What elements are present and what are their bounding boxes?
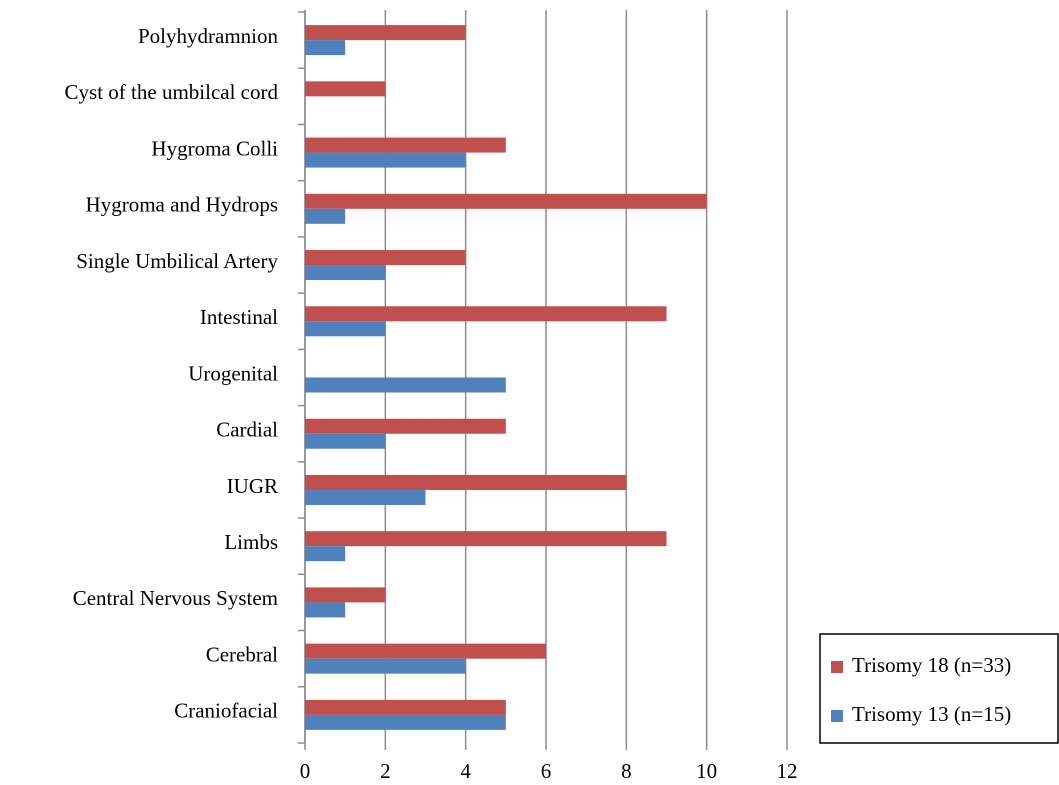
bar	[305, 40, 346, 56]
bar	[305, 658, 466, 674]
bar	[305, 714, 506, 730]
bar	[305, 531, 667, 547]
legend-swatch	[831, 710, 843, 722]
y-tick-label: Urogenital	[188, 361, 278, 385]
legend-label: Trisomy 18 (n=33)	[852, 653, 1011, 677]
bar	[305, 643, 546, 659]
y-tick-label: Single Umbilical Artery	[76, 249, 278, 273]
y-tick-label: Intestinal	[200, 305, 278, 329]
bar	[305, 193, 707, 209]
y-tick-label: Polyhydramnion	[138, 24, 278, 48]
x-tick-label: 10	[696, 759, 717, 783]
bar	[305, 546, 346, 562]
y-tick-label: Central Nervous System	[73, 586, 278, 610]
bar	[305, 265, 386, 281]
bar	[305, 433, 386, 449]
legend-swatch	[831, 661, 843, 673]
y-tick-label: IUGR	[227, 474, 278, 498]
x-tick-label: 8	[621, 759, 632, 783]
x-tick-label: 4	[460, 759, 471, 783]
y-tick-label: Craniofacial	[174, 699, 278, 723]
x-tick-label: 6	[541, 759, 552, 783]
y-tick-label: Cyst of the umbilcal cord	[65, 80, 279, 104]
y-tick-label: Limbs	[224, 530, 278, 554]
x-tick-label: 12	[777, 759, 798, 783]
bar	[305, 321, 386, 337]
bar	[305, 418, 506, 434]
bar	[305, 208, 346, 224]
legend-label: Trisomy 13 (n=15)	[852, 702, 1011, 726]
y-tick-label: Cerebral	[206, 642, 278, 666]
y-tick-label: Hygroma Colli	[151, 136, 278, 160]
x-tick-label: 2	[380, 759, 391, 783]
y-tick-label: Hygroma and Hydrops	[86, 193, 278, 217]
legend-box	[819, 633, 1059, 744]
bar	[305, 699, 506, 715]
x-tick-label: 0	[300, 759, 311, 783]
bar	[305, 152, 466, 168]
bar	[305, 25, 466, 41]
bar	[305, 602, 346, 618]
bar	[305, 489, 426, 505]
bar	[305, 137, 506, 153]
bar	[305, 587, 386, 603]
bar	[305, 81, 386, 97]
bar	[305, 250, 466, 266]
bar	[305, 306, 667, 322]
bar	[305, 474, 627, 490]
bar	[305, 377, 506, 393]
y-tick-label: Cardial	[216, 418, 278, 442]
